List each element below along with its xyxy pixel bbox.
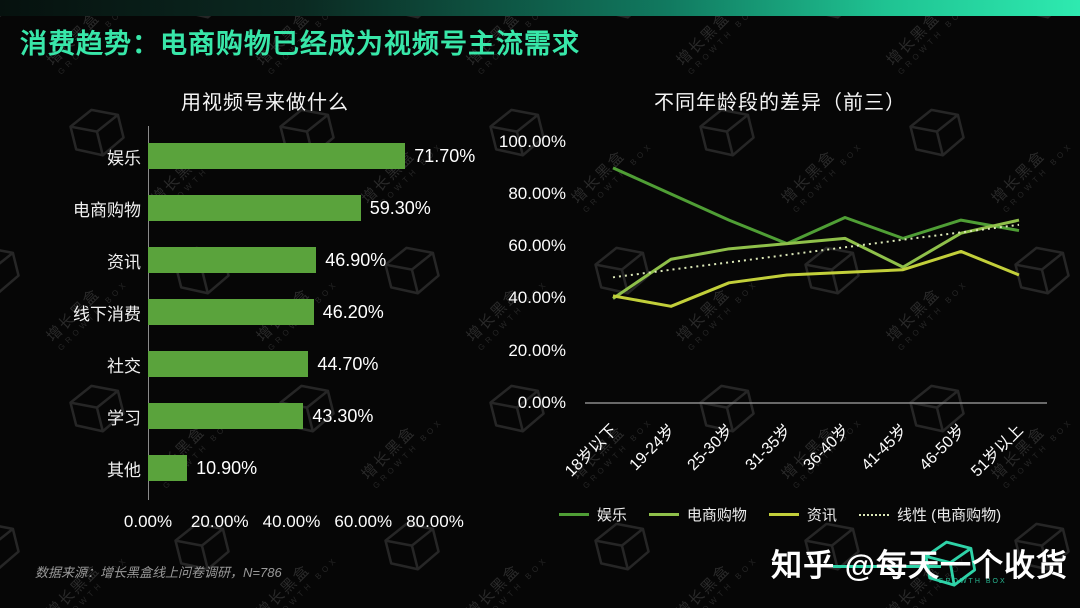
legend-label: 线性 (电商购物) bbox=[896, 507, 1002, 524]
legend-item: 娱乐 bbox=[558, 504, 627, 525]
top-gradient-strip bbox=[0, 0, 1080, 16]
watermark-brand-cn: 增长黑盒 bbox=[883, 9, 944, 70]
bar-x-tick-label: 40.00% bbox=[262, 512, 321, 531]
bar-value-label: 10.90% bbox=[196, 457, 258, 478]
bar-value-label: 59.30% bbox=[369, 197, 431, 218]
line-y-tick-label: 100.00% bbox=[498, 131, 566, 151]
bar-x-tick-label: 60.00% bbox=[334, 512, 393, 531]
legend-label: 娱乐 bbox=[596, 507, 627, 524]
bar-row: 学习 43.30% bbox=[30, 390, 500, 442]
line-y-tick-label: 80.00% bbox=[508, 183, 566, 203]
bar-row: 电商购物 59.30% bbox=[30, 182, 500, 234]
legend-item: 线性 (电商购物) bbox=[858, 504, 1002, 525]
bar bbox=[148, 299, 314, 325]
legend-swatch bbox=[858, 513, 889, 516]
bar bbox=[148, 351, 309, 377]
line-y-tick-label: 40.00% bbox=[508, 288, 566, 308]
line-y-tick-label: 0.00% bbox=[517, 393, 566, 412]
line-series-0 bbox=[612, 166, 1020, 246]
line-y-tick-label: 60.00% bbox=[508, 236, 566, 256]
chart-legend: 娱乐 电商购物 资讯 线性 (电商购物) bbox=[480, 504, 1080, 525]
bar bbox=[148, 247, 317, 273]
legend-label: 电商购物 bbox=[686, 507, 747, 524]
line-series-1 bbox=[612, 218, 1020, 300]
bar-chart-title: 用视频号来做什么 bbox=[181, 92, 349, 114]
legend-label: 资讯 bbox=[806, 507, 837, 524]
bar-category-label: 线下消费 bbox=[73, 304, 141, 324]
zhihu-logo-cube-icon bbox=[920, 536, 982, 598]
line-chart-title: 不同年龄段的差异（前三） bbox=[654, 92, 906, 114]
legend-item: 资讯 bbox=[768, 504, 837, 525]
zhihu-watermark: 知乎 @每天一个收货 bbox=[771, 548, 1068, 583]
bar bbox=[148, 195, 361, 221]
data-source-note: 数据来源：增长黑盒线上问卷调研，N=786 bbox=[35, 565, 282, 580]
bar-value-label: 43.30% bbox=[312, 405, 374, 426]
line-y-tick-label: 20.00% bbox=[508, 340, 566, 360]
bar-x-tick-label: 0.00% bbox=[123, 512, 173, 531]
bar-row: 娱乐 71.70% bbox=[30, 130, 500, 182]
bar-row: 资讯 46.90% bbox=[30, 234, 500, 286]
zhihu-logo-brand-text: GROWTH BOX bbox=[938, 578, 1007, 585]
bar bbox=[148, 143, 406, 169]
bar-row: 线下消费 46.20% bbox=[30, 286, 500, 338]
bar-value-label: 46.90% bbox=[325, 249, 387, 270]
legend-swatch bbox=[768, 513, 799, 516]
bar-chart: 用视频号来做什么 娱乐 71.70% 电商购物 59.30% 资讯 46.90% 线下消费 4… bbox=[30, 80, 500, 560]
line-chart: 不同年龄段的差异（前三） 0.00% 20.00% 40.00% 60.00% 80.0… bbox=[480, 80, 1080, 590]
legend-item: 电商购物 bbox=[648, 504, 747, 525]
bar-row: 其他 10.90% bbox=[30, 442, 500, 494]
legend-swatch bbox=[558, 513, 589, 516]
bar bbox=[148, 403, 304, 429]
growthbox-watermark-cube-icon bbox=[0, 241, 26, 307]
bar-category-label: 其他 bbox=[107, 460, 141, 480]
bar-x-tick-label: 80.00% bbox=[406, 512, 464, 531]
zhihu-logo-accent-line bbox=[833, 565, 941, 568]
bar-value-label: 71.70% bbox=[414, 145, 476, 166]
line-chart-plot bbox=[585, 166, 1047, 404]
watermark-brand-cn: 增长黑盒 bbox=[673, 9, 734, 70]
bar-category-label: 电商购物 bbox=[73, 200, 141, 220]
bar-category-label: 资讯 bbox=[107, 252, 141, 272]
bar bbox=[148, 455, 188, 481]
bar-category-label: 娱乐 bbox=[107, 148, 141, 168]
bar-value-label: 44.70% bbox=[317, 353, 379, 374]
growthbox-watermark-cube-icon bbox=[0, 517, 26, 583]
bar-category-label: 社交 bbox=[107, 356, 141, 376]
bar-category-label: 学习 bbox=[107, 408, 141, 428]
bar-row: 社交 44.70% bbox=[30, 338, 500, 390]
bar-value-label: 46.20% bbox=[322, 301, 384, 322]
legend-swatch bbox=[648, 513, 679, 516]
page-title: 消费趋势：电商购物已经成为视频号主流需求 bbox=[20, 29, 580, 59]
